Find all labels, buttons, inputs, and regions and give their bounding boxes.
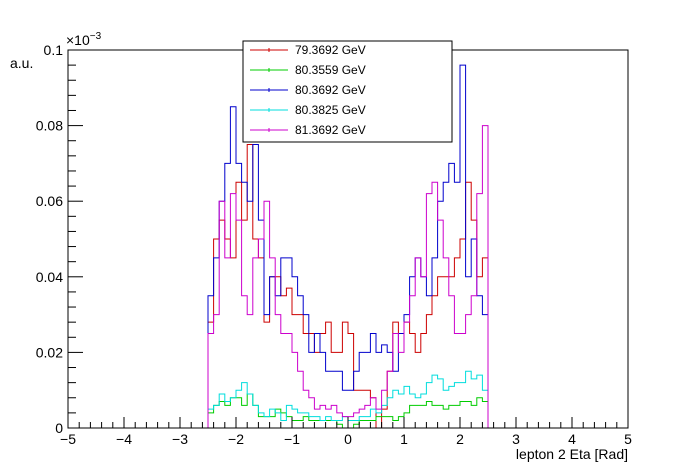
x-tick-label: −1 — [284, 431, 300, 447]
legend-box — [242, 40, 453, 143]
legend-label: 80.3692 GeV — [295, 83, 366, 97]
x-tick-label: 5 — [624, 431, 632, 447]
histogram-series-1 — [207, 144, 489, 429]
y-exponent-power: −3 — [90, 31, 102, 42]
y-axis-title: a.u. — [10, 55, 33, 71]
x-axis-tick-labels: −5 −4 −3 −2 −1 0 1 2 3 4 5 — [60, 431, 632, 447]
x-tick-label: −4 — [116, 431, 132, 447]
y-tick-label: 0.1 — [44, 42, 64, 58]
histogram-series-5 — [207, 125, 489, 428]
y-tick-label: 0.08 — [36, 118, 63, 134]
y-tick-label: 0.04 — [36, 269, 63, 285]
x-tick-label: 3 — [512, 431, 520, 447]
x-tick-label: −2 — [228, 431, 244, 447]
y-tick-label: 0.02 — [36, 344, 63, 360]
x-tick-label: −5 — [60, 431, 76, 447]
histogram-series-3 — [207, 64, 489, 428]
x-tick-label: 4 — [568, 431, 576, 447]
x-tick-label: −3 — [172, 431, 188, 447]
y-exponent-base: ×10 — [66, 32, 90, 48]
x-tick-label: 2 — [456, 431, 464, 447]
legend-label: 80.3559 GeV — [295, 63, 366, 77]
x-tick-label: 1 — [400, 431, 408, 447]
legend-label: 79.3692 GeV — [295, 43, 366, 57]
y-axis-tick-labels: 0 0.02 0.04 0.06 0.08 0.1 — [36, 42, 63, 436]
x-axis-ticks — [67, 417, 629, 428]
y-tick-label: 0.06 — [36, 193, 63, 209]
y-axis-ticks — [68, 49, 83, 429]
legend-label: 80.3825 GeV — [295, 103, 366, 117]
x-axis-title: lepton 2 Eta [Rad] — [516, 446, 628, 462]
legend-label: 81.3692 GeV — [295, 123, 366, 137]
x-tick-label: 0 — [344, 431, 352, 447]
y-tick-label: 0 — [55, 420, 63, 436]
legend: 79.3692 GeV 80.3559 GeV 80.3692 GeV 80.3825… — [242, 40, 453, 143]
y-exponent-label: ×10−3 — [66, 31, 102, 48]
legend-entries: 79.3692 GeV 80.3559 GeV 80.3692 GeV 80.3825… — [250, 43, 366, 137]
